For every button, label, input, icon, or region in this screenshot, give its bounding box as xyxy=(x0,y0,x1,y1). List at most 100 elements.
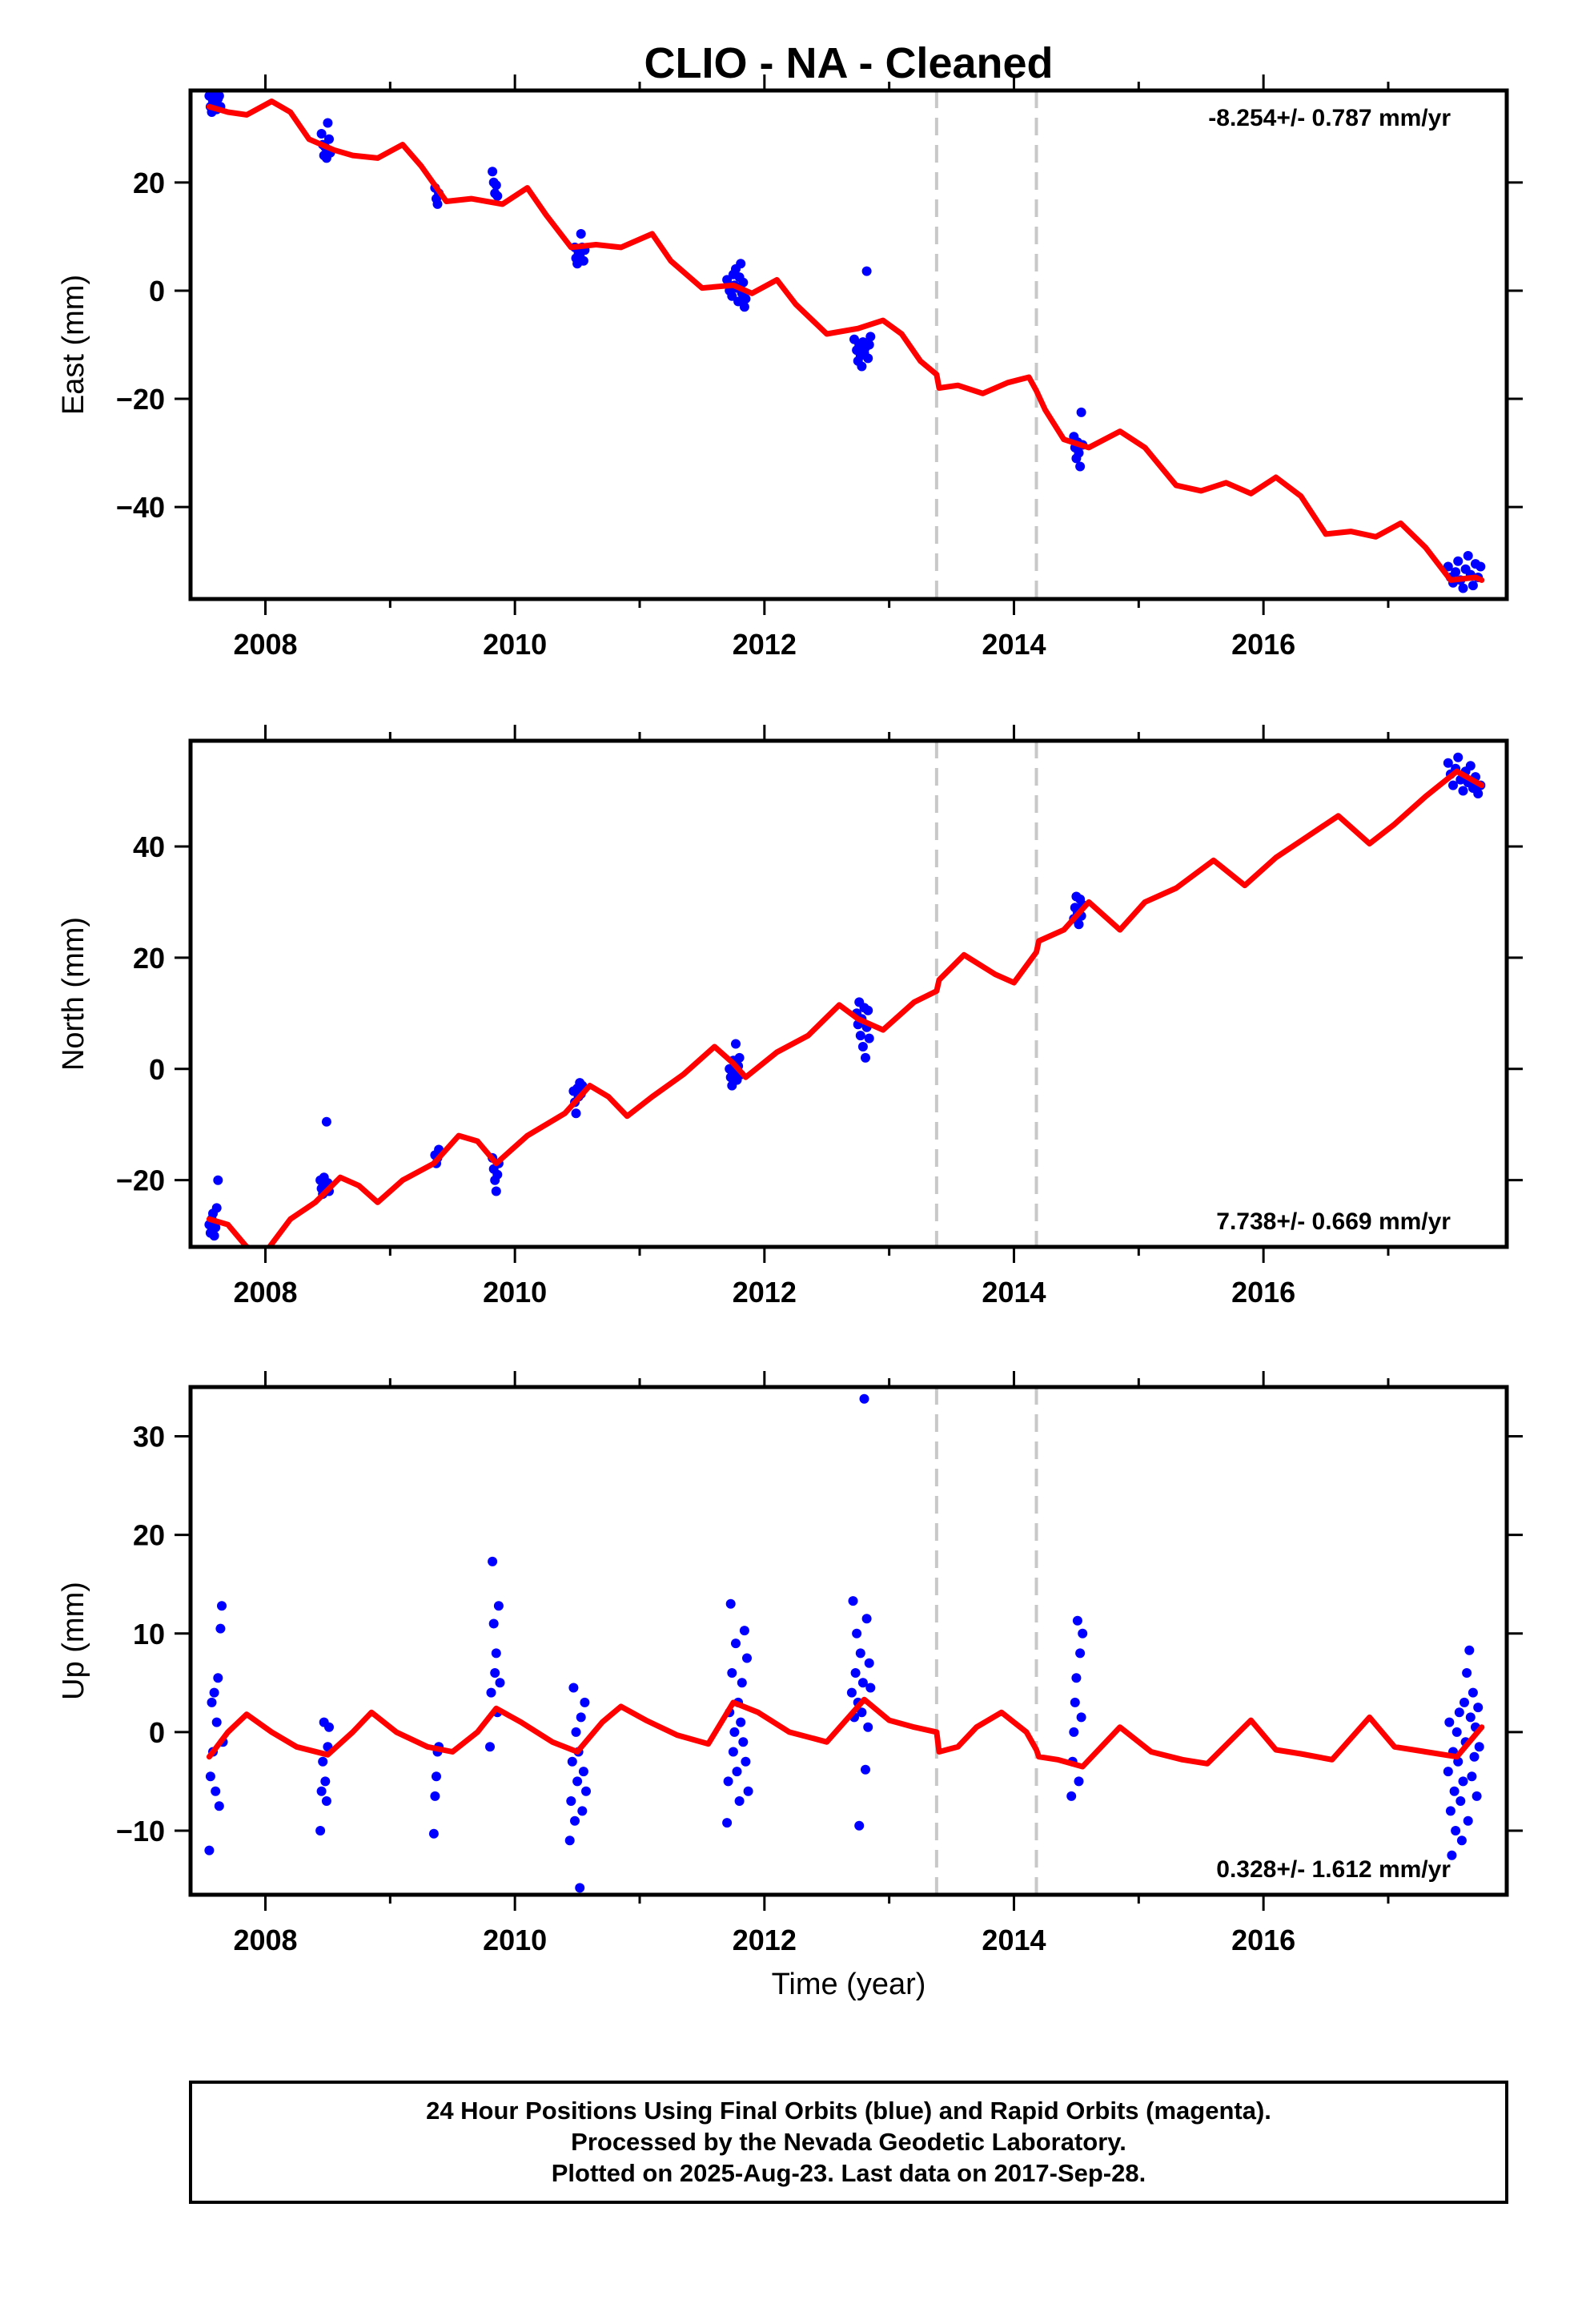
data-point xyxy=(1443,1767,1453,1777)
data-point xyxy=(576,229,586,239)
y-tick-label: 0 xyxy=(149,1053,165,1086)
data-point xyxy=(570,1815,580,1826)
data-point xyxy=(315,1826,326,1835)
data-point xyxy=(564,1835,575,1846)
plot-frame xyxy=(188,88,1509,601)
data-point xyxy=(1066,1791,1077,1801)
data-point xyxy=(217,1601,227,1611)
data-point xyxy=(742,1653,752,1663)
data-point xyxy=(733,296,744,307)
data-point xyxy=(488,1556,498,1566)
data-point xyxy=(857,1678,868,1688)
footer-line-1: 24 Hour Positions Using Final Orbits (bl… xyxy=(426,2097,1271,2125)
x-tick-label: 2016 xyxy=(1231,1276,1295,1309)
data-point xyxy=(863,1005,873,1015)
data-point xyxy=(205,1771,215,1782)
data-point xyxy=(1447,1850,1457,1860)
data-point xyxy=(491,1648,501,1659)
data-point xyxy=(1069,1727,1079,1737)
data-point xyxy=(723,1776,733,1787)
y-tick-label: 0 xyxy=(149,275,165,308)
data-point xyxy=(725,1598,736,1609)
data-point xyxy=(1074,1776,1084,1787)
data-point xyxy=(1458,583,1468,593)
y-tick-label: −40 xyxy=(116,491,165,524)
data-point xyxy=(428,1828,439,1839)
data-point xyxy=(1476,561,1486,572)
data-point xyxy=(1465,761,1476,771)
plot-area xyxy=(204,90,1486,599)
data-point xyxy=(1075,461,1086,472)
data-point xyxy=(732,1767,742,1777)
x-tick-label: 2012 xyxy=(733,628,797,661)
data-point xyxy=(1072,1615,1082,1626)
data-point xyxy=(1453,556,1464,566)
data-point xyxy=(571,1727,581,1737)
y-tick-label: 40 xyxy=(133,830,165,863)
data-point xyxy=(211,1717,222,1727)
footer-box xyxy=(189,2081,1508,2204)
data-point xyxy=(855,1648,865,1659)
data-point xyxy=(738,1737,749,1747)
data-point xyxy=(324,1722,334,1732)
data-point xyxy=(861,1614,872,1624)
data-point xyxy=(495,1678,505,1688)
data-point xyxy=(1443,561,1453,572)
data-point xyxy=(1452,1727,1462,1737)
data-point xyxy=(204,1845,215,1856)
data-point xyxy=(490,1668,500,1678)
data-point xyxy=(209,1687,219,1698)
data-point xyxy=(1464,1645,1475,1655)
data-point xyxy=(575,1883,585,1893)
data-point xyxy=(1462,1668,1472,1678)
panel-north: −20 0 20 40 2008 2010 2012 2014 2016 North (mm) 7.… xyxy=(57,725,1523,1309)
model-line xyxy=(206,1696,1485,1770)
data-point xyxy=(213,1175,223,1185)
y-tick-label: 20 xyxy=(133,1519,165,1552)
data-point xyxy=(581,1786,591,1796)
data-point xyxy=(578,255,588,266)
data-point xyxy=(1458,1776,1468,1787)
x-tick-label: 2008 xyxy=(233,628,297,661)
data-point xyxy=(864,340,874,350)
plot-frame xyxy=(188,1385,1509,1897)
data-point xyxy=(731,1638,741,1649)
data-point xyxy=(1463,1815,1473,1826)
data-point xyxy=(432,1771,441,1782)
data-point xyxy=(863,1722,873,1732)
rate-label: 7.738+/- 0.669 mm/yr xyxy=(1216,1208,1451,1235)
data-point xyxy=(485,1742,495,1752)
data-point xyxy=(1071,1673,1082,1683)
data-point xyxy=(864,1033,874,1043)
data-point xyxy=(324,134,334,144)
data-point xyxy=(1448,780,1458,790)
data-point xyxy=(1474,1742,1484,1752)
data-point xyxy=(572,1776,583,1787)
footer-line-3: Plotted on 2025-Aug-23. Last data on 201… xyxy=(552,2159,1146,2187)
data-point xyxy=(731,1039,741,1049)
data-point xyxy=(491,1186,501,1196)
y-tick-label: 20 xyxy=(133,942,165,975)
data-point xyxy=(1463,551,1473,561)
data-point xyxy=(857,1707,867,1718)
data-point xyxy=(320,1776,331,1787)
data-point xyxy=(1456,1796,1466,1806)
data-point xyxy=(211,1786,221,1796)
data-point xyxy=(1467,1771,1477,1782)
data-point xyxy=(857,1042,868,1051)
x-tick-label: 2016 xyxy=(1231,628,1295,661)
data-point xyxy=(215,1623,226,1634)
chart-title: CLIO - NA - Cleaned xyxy=(644,39,1053,87)
data-point xyxy=(865,1683,876,1693)
data-point xyxy=(846,1687,857,1698)
data-point xyxy=(864,1658,874,1668)
data-point xyxy=(578,1767,588,1777)
data-point xyxy=(1445,1806,1456,1816)
data-point xyxy=(734,1796,745,1806)
model-line xyxy=(206,768,1485,1247)
y-tick-label: −20 xyxy=(116,1164,165,1197)
data-point xyxy=(852,1628,862,1638)
plot-frame xyxy=(188,738,1509,1249)
y-tick-label: 10 xyxy=(133,1618,165,1651)
